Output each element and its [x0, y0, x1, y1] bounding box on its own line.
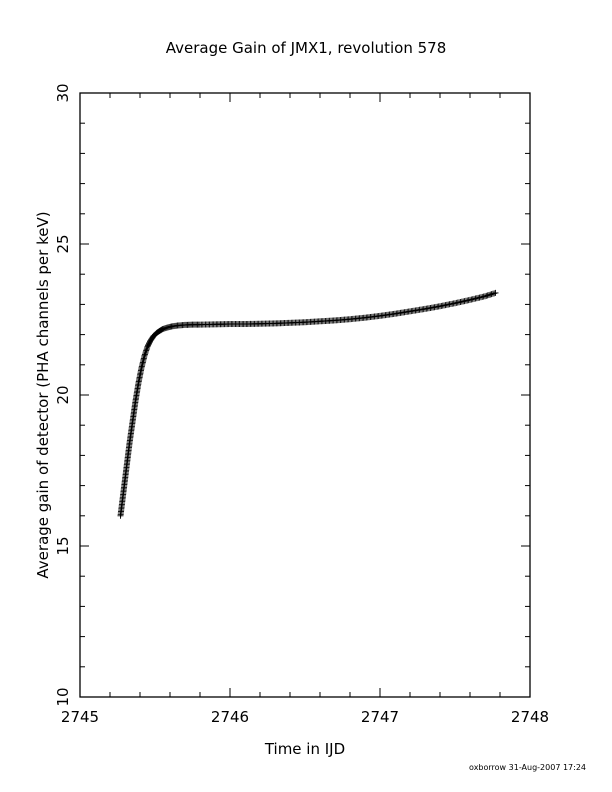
axis-ticks — [79, 92, 531, 698]
data-series — [117, 289, 499, 519]
data-point — [158, 327, 164, 334]
x-tick-label-2747: 2747 — [361, 708, 399, 726]
y-tick-label-20: 20 — [54, 385, 72, 404]
x-axis-label: Time in IJD — [264, 740, 345, 758]
x-tick-label-2748: 2748 — [511, 708, 549, 726]
y-tick-labels: 10 15 20 25 30 — [54, 83, 72, 706]
footer-stamp: oxborrow 31-Aug-2007 17:24 — [469, 763, 586, 772]
x-tick-labels: 2745 2746 2747 2748 — [61, 708, 549, 726]
data-point — [492, 289, 499, 296]
plot-frame — [79, 92, 531, 698]
y-tick-label-15: 15 — [54, 536, 72, 555]
y-axis-label: Average gain of detector (PHA channels p… — [34, 211, 52, 578]
x-tick-label-2745: 2745 — [61, 708, 99, 726]
y-tick-label-25: 25 — [54, 234, 72, 253]
y-tick-label-30: 30 — [54, 83, 72, 102]
x-tick-label-2746: 2746 — [211, 708, 249, 726]
y-tick-label-10: 10 — [54, 687, 72, 706]
chart-title: Average Gain of JMX1, revolution 578 — [166, 39, 447, 57]
